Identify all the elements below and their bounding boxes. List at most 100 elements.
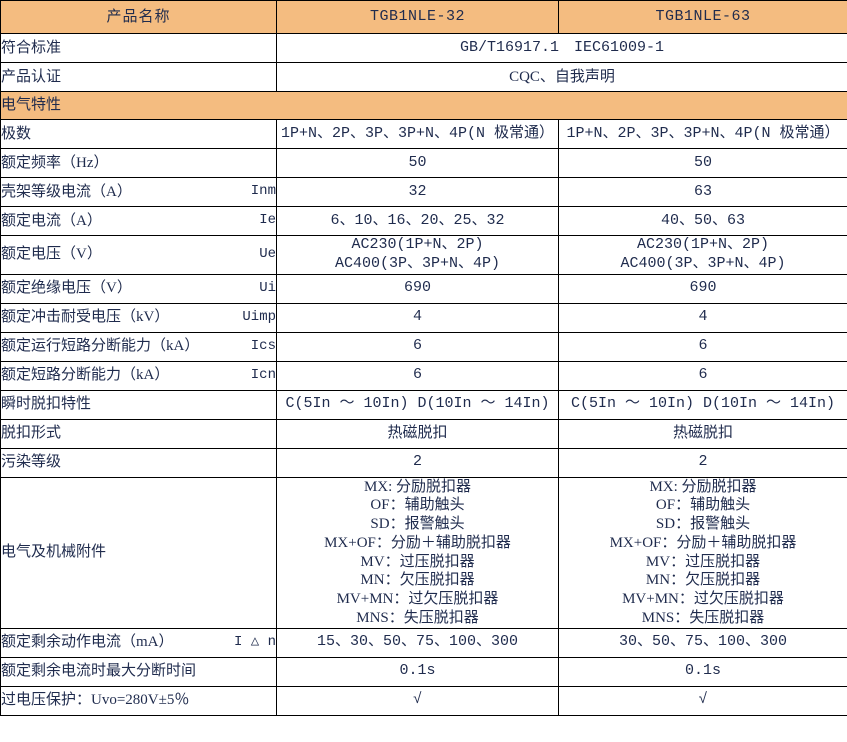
value-line: 50 [693,153,712,171]
value-line: MX: 分励脱扣器 [363,478,472,495]
table-row: 额定短路分断能力（kA） Icn 6 6 [0,360,847,391]
header-model-1: TGB1NLE-32 [276,0,559,34]
value-cell-model-2: 2 [558,447,847,478]
label-text: 壳架等级电流（A） [1,183,132,200]
section-header-electrical: 电气特性 [0,91,847,120]
value-cell-model-2: √ [558,685,847,716]
value-line: 690 [689,279,717,297]
row-label-standards: 符合标准 [0,33,277,63]
value-cell-model-1: 50 [276,148,559,178]
value-cell-model-1: MX: 分励脱扣器 OF：辅助触头 SD：报警触头 MX+OF：分励＋辅助脱扣器 MV：… [276,476,559,629]
row-label-cell: 额定运行短路分断能力（kA） Ics [0,331,277,362]
table-row: 极数 1P+N、2P、3P、3P+N、4P(N 极常通） 1P+N、2P、3P、3P… [0,119,847,149]
section-title: 电气特性 [0,91,847,120]
value-line: √ [412,691,422,709]
value-line: MX+OF：分励＋辅助脱扣器 [609,534,797,551]
value-line: 40、50、63 [660,211,745,229]
label-text: 额定运行短路分断能力（kA） [1,338,200,355]
row-label-cell: 污染等级 [0,447,277,478]
value-line: MV+MN：过欠压脱扣器 [622,591,784,607]
table-header-row: 产品名称 TGB1NLE-32 TGB1NLE-63 [0,0,847,34]
label-text: 极数 [1,125,32,142]
value-cell-model-1: 1P+N、2P、3P、3P+N、4P(N 极常通） [276,119,559,149]
value-line: MV：过压脱扣器 [360,553,475,570]
label-text: 脱扣形式 [1,425,62,442]
label-text: 额定剩余电流时最大分断时间 [1,663,197,680]
value-cell-model-1: 6 [276,331,559,362]
value-line: MN：欠压脱扣器 [645,572,761,589]
value-line: 1P+N、2P、3P、3P+N、4P(N 极常通） [566,124,840,142]
value-line: √ [698,691,708,709]
table-row: 电气及机械附件 MX: 分励脱扣器 OF：辅助触头 SD：报警触头 MX+OF：分励＋辅… [0,476,847,629]
header-product-name: 产品名称 [0,0,277,34]
row-label-certification: 产品认证 [0,62,277,92]
value-standards-span: GB/T16917.1 IEC61009-1 [276,33,847,63]
value-line: 0.1s [684,662,721,680]
product-specification-table: 产品名称 TGB1NLE-32 TGB1NLE-63 符合标准 GB/T1691… [0,0,847,716]
value-cell-model-1: 32 [276,177,559,207]
label-symbol: Inm [250,183,276,200]
value-cell-model-2: 4 [558,302,847,333]
label-symbol: Ie [259,212,276,229]
value-line: AC400(3P、3P+N、4P) [620,254,786,272]
value-line: C(5In ～ 10In) D(10In ～ 14In) [285,395,550,413]
label-text: 额定电压（V） [1,246,102,263]
value-line: MV+MN：过欠压脱扣器 [336,591,499,607]
table-row: 额定频率（Hz） 50 50 [0,148,847,178]
value-line: 6 [412,366,422,384]
row-label-cell: 瞬时脱扣特性 [0,389,277,420]
value-cell-model-2: MX: 分励脱扣器 OF：辅助触头 SD：报警触头 MX+OF：分励＋辅助脱扣器 MV：… [558,476,847,629]
value-line: 32 [408,182,427,200]
row-label-cell: 额定剩余动作电流（mA） I △ n [0,627,277,658]
value-cell-model-2: 1P+N、2P、3P、3P+N、4P(N 极常通） [558,119,847,149]
row-label-cell: 电气及机械附件 [0,476,277,629]
label-symbol: Uimp [242,308,276,325]
value-line: 15、30、50、75、100、300 [316,633,519,651]
table-row: 过电压保护：Uvo=280V±5％ √ √ [0,685,847,716]
value-certification-span: CQC、自我声明 [276,62,847,92]
value-cell-model-2: 30、50、75、100、300 [558,627,847,658]
value-cell-model-1: C(5In ～ 10In) D(10In ～ 14In) [276,389,559,420]
value-cell-model-1: AC230(1P+N、2P) AC400(3P、3P+N、4P) [276,235,559,275]
value-cell-model-1: 0.1s [276,656,559,687]
row-label-cell: 脱扣形式 [0,418,277,449]
row-label-cell: 过电压保护：Uvo=280V±5％ [0,685,277,716]
value-cell-model-1: 2 [276,447,559,478]
value-line: 2 [698,453,708,471]
table-row-standards: 符合标准 GB/T16917.1 IEC61009-1 [0,33,847,63]
table-row: 额定冲击耐受电压（kV） Uimp 4 4 [0,302,847,333]
value-cell-model-2: 40、50、63 [558,206,847,236]
value-line: SD：报警触头 [370,516,465,532]
label-text: 额定冲击耐受电压（kV） [1,309,170,326]
value-cell-model-2: 690 [558,273,847,304]
table-row: 污染等级 2 2 [0,447,847,478]
value-line: MNS：失压脱扣器 [641,609,765,626]
value-cell-model-2: 6 [558,331,847,362]
value-line: 690 [403,279,431,297]
row-label-cell: 额定绝缘电压（V） Ui [0,273,277,304]
value-cell-model-1: 6 [276,360,559,391]
label-symbol: Ui [259,279,276,296]
table-row: 脱扣形式 热磁脱扣 热磁脱扣 [0,418,847,449]
value-line: C(5In ～ 10In) D(10In ～ 14In) [570,395,836,413]
value-line: 6 [698,366,708,384]
spec-table-body: 产品名称 TGB1NLE-32 TGB1NLE-63 符合标准 GB/T1691… [0,0,847,716]
label-symbol: Ics [250,337,276,354]
value-line: AC400(3P、3P+N、4P) [334,254,501,272]
row-label-cell: 额定电压（V） Ue [0,235,277,275]
table-row: 额定剩余动作电流（mA） I △ n 15、30、50、75、100、300 30、5… [0,627,847,658]
value-cell-model-2: AC230(1P+N、2P) AC400(3P、3P+N、4P) [558,235,847,275]
label-text: 额定剩余动作电流（mA） [1,634,174,651]
value-line: 热磁脱扣 [672,425,733,442]
value-cell-model-2: 6 [558,360,847,391]
value-line: 6 [412,337,422,355]
row-label-cell: 额定短路分断能力（kA） Icn [0,360,277,391]
label-text: 电气及机械附件 [1,544,107,561]
value-line: 2 [412,453,422,471]
value-cell-model-1: 热磁脱扣 [276,418,559,449]
value-cell-model-1: 15、30、50、75、100、300 [276,627,559,658]
value-line: MV：过压脱扣器 [645,553,761,570]
label-text: 污染等级 [1,454,62,471]
value-line: 0.1s [399,662,436,680]
value-line: AC230(1P+N、2P) [636,236,770,253]
